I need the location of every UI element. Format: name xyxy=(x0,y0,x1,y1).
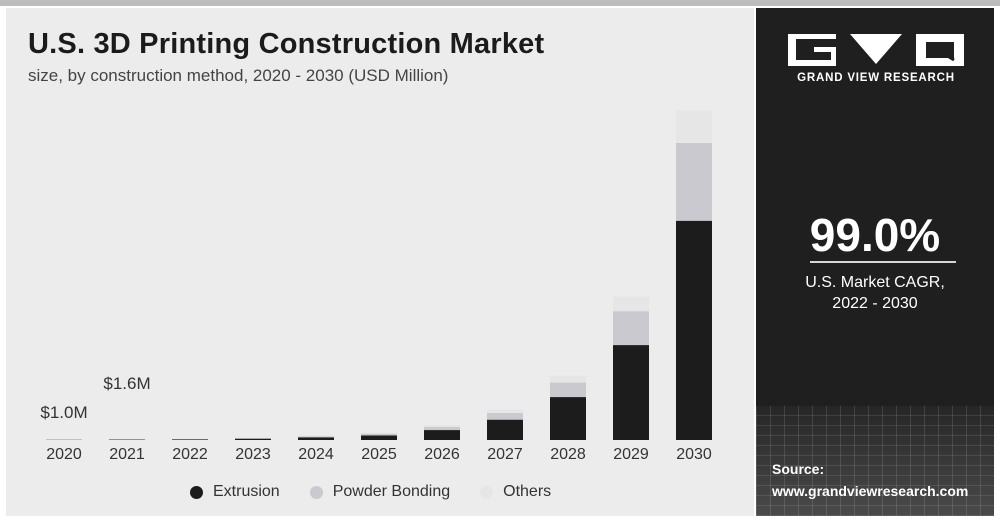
decorative-grid-background xyxy=(756,406,994,516)
bar-others-2029 xyxy=(613,296,649,312)
grand-view-research-logo xyxy=(788,34,964,66)
bar-powder-bonding-2024 xyxy=(298,436,334,438)
legend-item-powder-bonding: Powder Bonding xyxy=(309,483,451,501)
bar-extrusion-2030 xyxy=(676,220,712,440)
bar-extrusion-2026 xyxy=(424,430,460,440)
x-tick-label-2024: 2024 xyxy=(298,446,334,463)
bar-extrusion-2024 xyxy=(298,437,334,440)
bar-powder-bonding-2029 xyxy=(613,311,649,346)
legend-item-others: Others xyxy=(480,483,551,501)
x-tick-label-2027: 2027 xyxy=(487,446,523,463)
data-label-2020: $1.0M xyxy=(40,403,87,422)
source-link[interactable]: www.grandviewresearch.com xyxy=(772,483,969,499)
bar-others-2028 xyxy=(550,375,586,383)
x-tick-label-2023: 2023 xyxy=(235,446,271,463)
data-label-2021: $1.6M xyxy=(103,374,150,393)
bar-others-2027 xyxy=(487,409,523,413)
bar-others-2030 xyxy=(676,110,712,143)
legend-item-extrusion: Extrusion xyxy=(190,483,280,501)
bar-others-2026 xyxy=(424,425,460,427)
bar-powder-bonding-2025 xyxy=(361,433,397,436)
source-label: Source: xyxy=(772,461,825,477)
bar-powder-bonding-2027 xyxy=(487,412,523,420)
legend-label-powder-bonding: Powder Bonding xyxy=(332,483,451,500)
x-tick-label-2026: 2026 xyxy=(424,446,460,463)
x-tick-label-2029: 2029 xyxy=(613,446,649,463)
cagr-label-line2: 2022 - 2030 xyxy=(832,295,918,312)
bar-powder-bonding-2028 xyxy=(550,382,586,398)
bar-others-2025 xyxy=(361,432,397,434)
chart-canvas: 2020 2021 2022 2023 2024 2025 2026 2027 2028 2029… xyxy=(40,110,712,463)
chart-subtitle: size, by construction method, 2020 - 203… xyxy=(28,66,449,85)
bar-powder-bonding-2030 xyxy=(676,143,712,221)
bar-extrusion-2023 xyxy=(235,438,271,440)
x-tick-label-2021: 2021 xyxy=(109,446,145,463)
x-tick-label-2022: 2022 xyxy=(172,446,208,463)
x-tick-label-2030: 2030 xyxy=(676,446,712,463)
bar-extrusion-2028 xyxy=(550,397,586,440)
chart-panel: 2020 2021 2022 2023 2024 2025 2026 2027 2028 2029… xyxy=(6,8,754,516)
legend-label-others: Others xyxy=(503,483,552,500)
legend-swatch-extrusion xyxy=(190,485,203,499)
brand-name: GRAND VIEW RESEARCH xyxy=(797,72,955,84)
sidebar-panel: GRAND VIEW RESEARCH 99.0% U.S. Market CA… xyxy=(756,8,994,516)
bar-others-2024 xyxy=(298,435,334,437)
top-border xyxy=(0,0,1000,6)
cagr-label: U.S. Market CAGR, 2022 - 2030 xyxy=(756,272,994,314)
legend: Extrusion Powder Bonding Others xyxy=(190,483,581,501)
cagr-value: 99.0% xyxy=(809,209,941,261)
cagr-label-line1: U.S. Market CAGR, xyxy=(805,274,945,291)
bar-powder-bonding-2026 xyxy=(424,426,460,431)
x-tick-label-2020: 2020 xyxy=(46,446,82,463)
cagr-divider xyxy=(810,261,956,263)
x-tick-label-2025: 2025 xyxy=(361,446,397,463)
legend-swatch-others xyxy=(480,485,494,499)
bar-extrusion-2029 xyxy=(613,345,649,440)
chart-title: U.S. 3D Printing Construction Market xyxy=(28,28,545,60)
x-tick-label-2028: 2028 xyxy=(550,446,586,463)
legend-swatch-powder-bonding xyxy=(309,485,323,499)
bar-extrusion-2027 xyxy=(487,419,523,440)
bar-extrusion-2022 xyxy=(172,439,208,440)
legend-label-extrusion: Extrusion xyxy=(213,483,280,500)
bar-extrusion-2025 xyxy=(361,435,397,440)
